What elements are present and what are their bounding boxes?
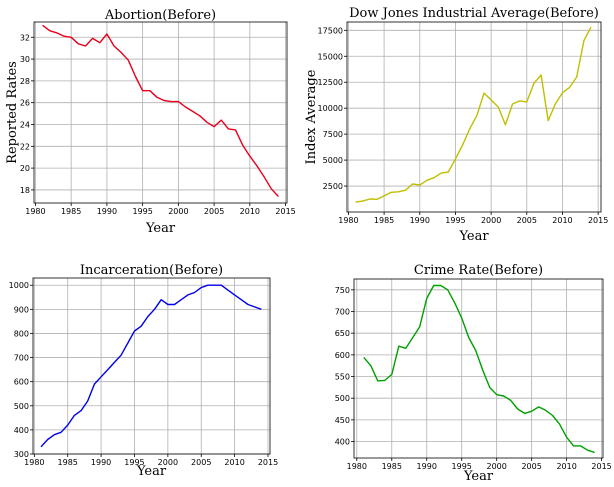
chart-title: Incarceration(Before) <box>80 263 223 278</box>
x-tick-label: 1990 <box>91 458 111 467</box>
x-tick-label: 1995 <box>452 462 472 471</box>
chart-1: 1980 1985 1990 1995 2000 2005 2010 2015 18 20 22 24… <box>5 8 296 236</box>
x-tick-label: 1980 <box>24 458 44 467</box>
x-axis-label: Year <box>458 229 489 244</box>
x-tick-label: 2005 <box>521 462 541 471</box>
y-tick-label: 10000 <box>318 104 343 113</box>
plot-frame <box>32 277 271 455</box>
y-tick-label: 32 <box>20 33 30 42</box>
series-line <box>40 284 262 448</box>
x-tick-label: 2005 <box>204 207 224 216</box>
chart-title: Crime Rate(Before) <box>414 263 543 278</box>
x-tick-label: 2000 <box>481 216 501 225</box>
y-tick-label: 700 <box>14 354 29 363</box>
y-tick-label: 600 <box>14 378 29 387</box>
y-axis-label: Index Average <box>304 69 319 164</box>
y-tick-label: 26 <box>20 99 30 108</box>
x-tick-label: 1990 <box>417 462 437 471</box>
series-line <box>355 26 592 203</box>
y-tick-label: 650 <box>335 329 350 338</box>
y-tick-label: 500 <box>14 402 29 411</box>
y-tick-label: 800 <box>14 329 29 338</box>
x-tick-label: 1995 <box>124 458 144 467</box>
y-tick-label: 400 <box>14 426 29 435</box>
x-tick-label: 2010 <box>224 458 244 467</box>
x-tick-label: 2010 <box>240 207 260 216</box>
x-tick-label: 2000 <box>487 462 507 471</box>
y-tick-label: 18 <box>20 186 30 195</box>
x-tick-label: 2005 <box>517 216 537 225</box>
plot-frame <box>353 278 604 459</box>
chart-title: Dow Jones Industrial Average(Before) <box>349 6 599 21</box>
y-tick-label: 5000 <box>323 156 343 165</box>
x-tick-label: 1990 <box>410 216 430 225</box>
x-tick-label: 2015 <box>588 216 608 225</box>
x-tick-label: 2000 <box>158 458 178 467</box>
plot-frame <box>33 21 288 204</box>
x-tick-label: 1985 <box>58 458 78 467</box>
y-tick-label: 700 <box>335 308 350 317</box>
y-tick-label: 15000 <box>318 52 343 61</box>
x-axis-label: Year <box>463 469 494 484</box>
x-tick-label: 2010 <box>556 462 576 471</box>
y-tick-label: 900 <box>14 305 29 314</box>
y-axis-label: Reported Rates <box>5 61 20 164</box>
x-tick-label: 1995 <box>132 207 152 216</box>
x-tick-label: 1985 <box>61 207 81 216</box>
y-tick-label: 17500 <box>318 26 343 35</box>
y-tick-label: 400 <box>335 438 350 447</box>
plot-frame <box>346 21 602 213</box>
y-tick-label: 450 <box>335 416 350 425</box>
y-tick-label: 2500 <box>323 182 343 191</box>
y-tick-label: 28 <box>20 77 30 86</box>
y-tick-label: 12500 <box>318 78 343 87</box>
y-tick-label: 22 <box>20 142 30 151</box>
series-line <box>42 24 279 197</box>
y-tick-label: 550 <box>335 373 350 382</box>
y-tick-label: 300 <box>14 450 29 459</box>
x-tick-label: 2010 <box>552 216 572 225</box>
x-tick-label: 1995 <box>445 216 465 225</box>
series-line <box>363 284 595 454</box>
x-axis-label: Year <box>136 464 167 479</box>
y-tick-label: 750 <box>335 286 350 295</box>
y-tick-label: 20 <box>20 164 30 173</box>
y-tick-label: 7500 <box>323 130 343 139</box>
chart-title: Abortion(Before) <box>104 8 216 23</box>
y-tick-label: 600 <box>335 351 350 360</box>
x-tick-label: 2005 <box>191 458 211 467</box>
y-tick-label: 500 <box>335 394 350 403</box>
x-tick-label: 1985 <box>382 462 402 471</box>
chart-2: 1980 1985 1990 1995 2000 2005 2010 2015 2500 5000… <box>304 6 608 244</box>
x-tick-label: 2000 <box>168 207 188 216</box>
x-tick-label: 2015 <box>591 462 611 471</box>
x-tick-label: 1985 <box>374 216 394 225</box>
x-tick-label: 1980 <box>25 207 45 216</box>
x-tick-label: 1990 <box>97 207 117 216</box>
y-tick-label: 30 <box>20 55 30 64</box>
y-tick-label: 1000 <box>9 281 29 290</box>
x-axis-label: Year <box>145 221 176 236</box>
y-tick-label: 24 <box>20 120 30 129</box>
x-tick-label: 2015 <box>258 458 278 467</box>
x-tick-label: 1980 <box>338 216 358 225</box>
chart-4: 1980 1985 1990 1995 2000 2005 2010 2015 400 450 50… <box>335 263 612 484</box>
x-tick-label: 2015 <box>275 207 295 216</box>
x-tick-label: 1980 <box>347 462 367 471</box>
chart-3: 1980 1985 1990 1995 2000 2005 2010 2015 300 400 50… <box>9 263 279 479</box>
